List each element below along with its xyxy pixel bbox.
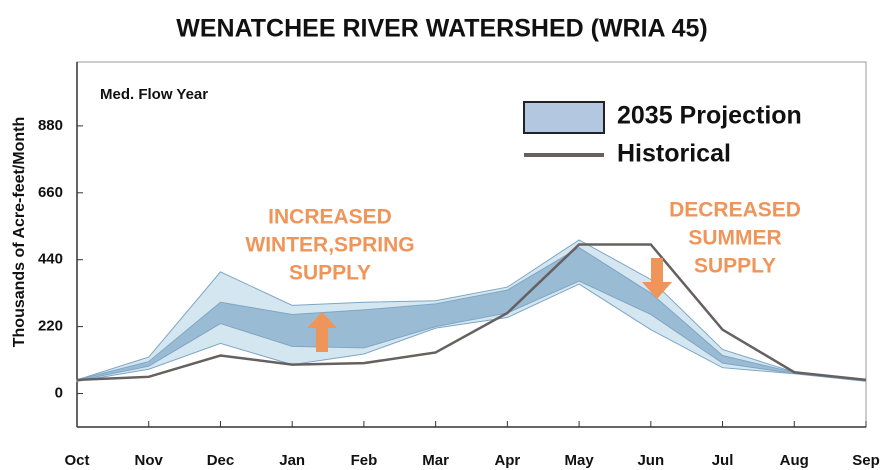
y-tick-label: 880 bbox=[38, 117, 63, 134]
x-tick-label: Oct bbox=[64, 452, 89, 469]
x-tick-label: Dec bbox=[207, 452, 235, 469]
annotation: SUPPLY bbox=[694, 255, 776, 278]
chart-title: WENATCHEE RIVER WATERSHED (WRIA 45) bbox=[176, 15, 708, 43]
annotation: SUMMER bbox=[688, 227, 781, 250]
decrease-arrow bbox=[642, 258, 672, 299]
x-tick-label: Aug bbox=[780, 452, 809, 469]
x-tick-label: Feb bbox=[351, 452, 378, 469]
legend-label: Historical bbox=[617, 140, 731, 168]
annotation: WINTER,SPRING bbox=[245, 234, 414, 257]
x-tick-label: May bbox=[564, 452, 594, 469]
x-tick-label: Nov bbox=[135, 452, 164, 469]
x-tick-label: Mar bbox=[422, 452, 449, 469]
x-tick-label: Jan bbox=[279, 452, 305, 469]
x-tick-label: Jul bbox=[712, 452, 734, 469]
y-tick-label: 0 bbox=[55, 385, 63, 402]
projection-band bbox=[76, 246, 867, 382]
y-tick-label: 440 bbox=[38, 251, 63, 268]
plot-area bbox=[76, 61, 867, 428]
increase-arrow bbox=[307, 312, 337, 352]
flow-year-label: Med. Flow Year bbox=[100, 86, 208, 103]
legend-swatch bbox=[523, 101, 605, 134]
x-tick-label: Sep bbox=[852, 452, 880, 469]
annotation: INCREASED bbox=[268, 206, 392, 229]
x-tick-label: Jun bbox=[637, 452, 664, 469]
annotation: SUPPLY bbox=[289, 262, 371, 285]
y-tick-label: 220 bbox=[38, 318, 63, 335]
legend-label: 2035 Projection bbox=[617, 102, 802, 130]
annotation: DECREASED bbox=[669, 199, 801, 222]
y-axis-label: Thousands of Acre-feet/Month bbox=[11, 117, 28, 348]
historical-line bbox=[76, 243, 867, 382]
y-tick-label: 660 bbox=[38, 184, 63, 201]
x-tick-label: Apr bbox=[494, 452, 520, 469]
